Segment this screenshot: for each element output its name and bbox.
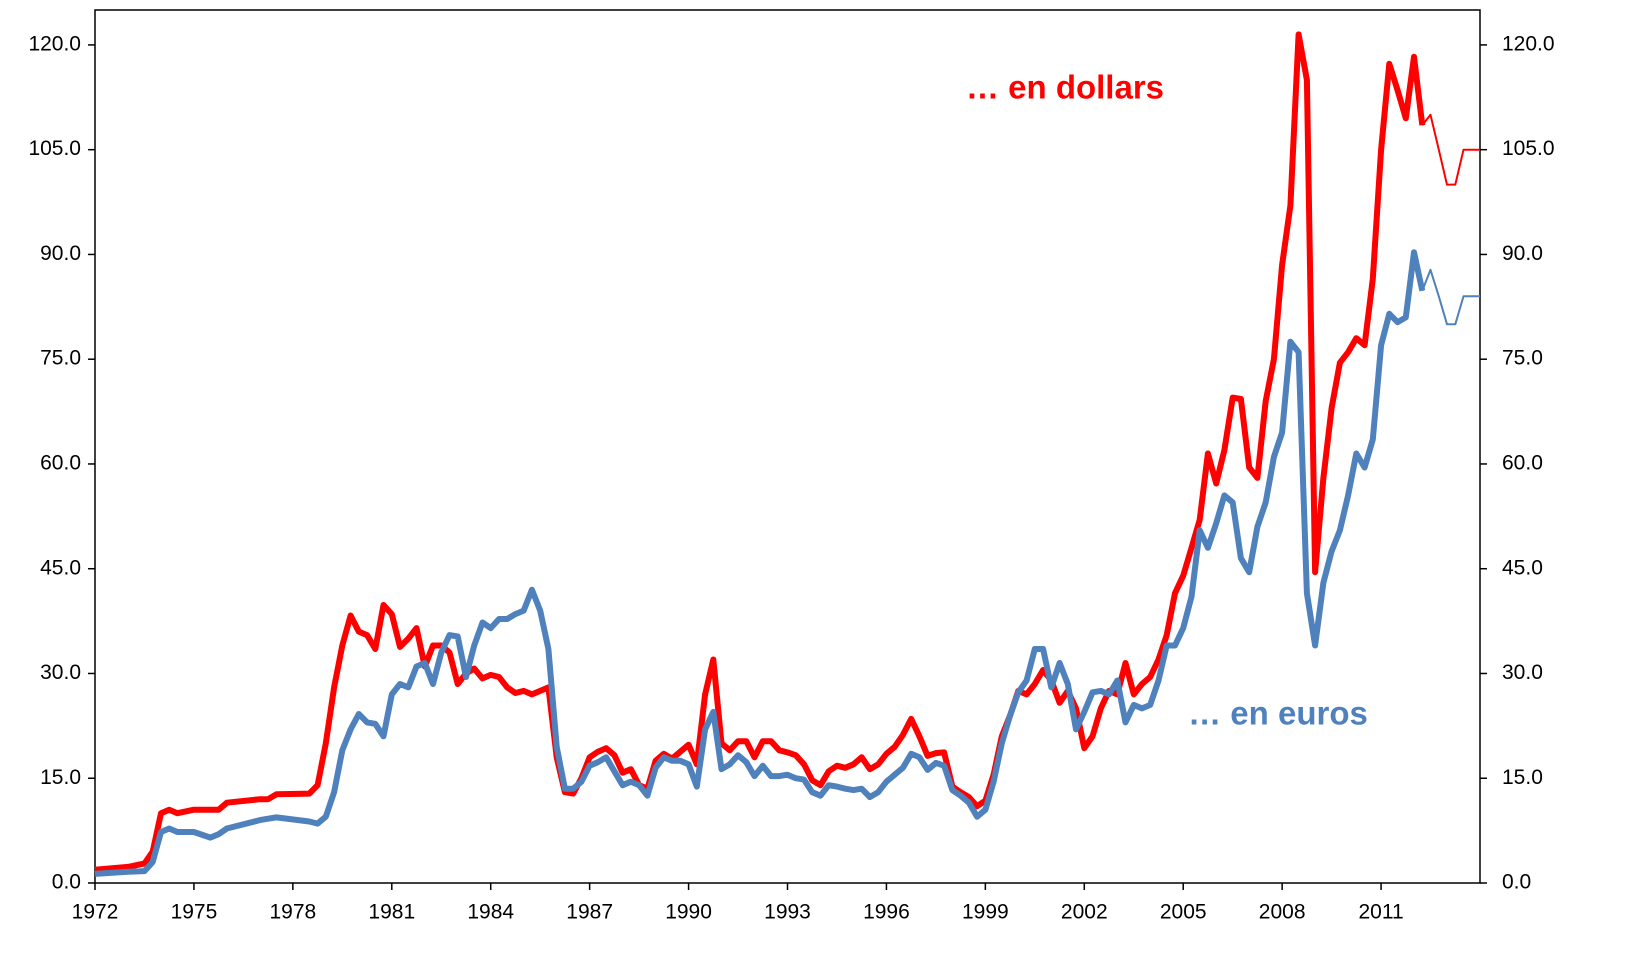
y2-tick-label: 105.0 — [1502, 137, 1555, 160]
x-tick-label: 1987 — [566, 901, 613, 924]
series-line — [94, 31, 1426, 873]
x-tick-label: 2008 — [1259, 901, 1306, 924]
y2-tick-label: 0.0 — [1502, 871, 1531, 894]
x-tick-label: 2005 — [1160, 901, 1207, 924]
y2-tick-label: 30.0 — [1502, 661, 1543, 684]
x-tick-label: 1993 — [764, 901, 811, 924]
y-tick-label: 60.0 — [40, 452, 81, 475]
series-label: … en dollars — [966, 69, 1164, 106]
y2-tick-label: 60.0 — [1502, 452, 1543, 475]
x-tick-label: 1996 — [863, 901, 910, 924]
y-tick-label: 90.0 — [40, 242, 81, 265]
x-tick-label: 1981 — [368, 901, 415, 924]
series-line — [94, 249, 1426, 877]
series-label: … en euros — [1188, 695, 1368, 732]
y2-tick-label: 75.0 — [1502, 347, 1543, 370]
x-tick-label: 2011 — [1358, 901, 1403, 924]
x-tick-label: 1972 — [72, 901, 119, 924]
y2-tick-label: 15.0 — [1502, 766, 1543, 789]
x-tick-label: 1975 — [171, 901, 218, 924]
y-tick-label: 30.0 — [40, 661, 81, 684]
y-tick-label: 75.0 — [40, 347, 81, 370]
x-tick-label: 1984 — [467, 901, 514, 924]
y-tick-label: 120.0 — [28, 32, 81, 55]
y-tick-label: 15.0 — [40, 766, 81, 789]
y-tick-label: 0.0 — [52, 871, 81, 894]
x-tick-label: 1990 — [665, 901, 712, 924]
series-line — [1421, 113, 1480, 186]
y2-tick-label: 120.0 — [1502, 32, 1555, 55]
x-tick-label: 1999 — [962, 901, 1009, 924]
series-line — [1421, 268, 1480, 326]
y2-tick-label: 45.0 — [1502, 556, 1543, 579]
x-tick-label: 2002 — [1061, 901, 1108, 924]
y2-tick-label: 90.0 — [1502, 242, 1543, 265]
y-tick-label: 105.0 — [28, 137, 81, 160]
y-tick-label: 45.0 — [40, 556, 81, 579]
x-tick-label: 1978 — [269, 901, 316, 924]
